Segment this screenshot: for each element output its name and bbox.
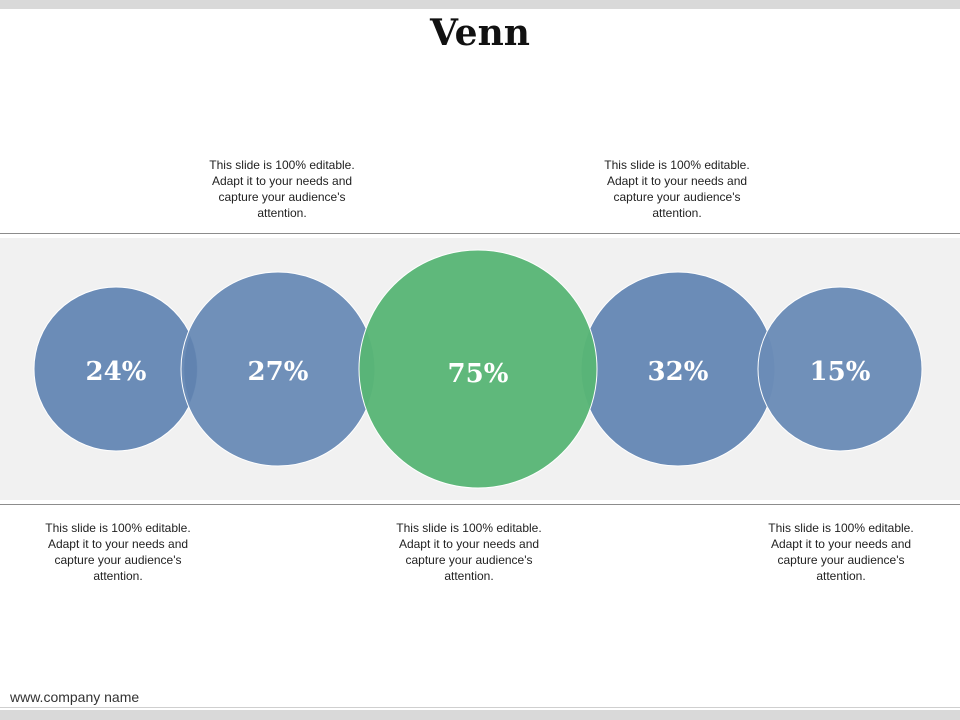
bottom-line: [0, 707, 960, 708]
note-circle-24: This slide is 100% editable. Adapt it to…: [45, 521, 191, 583]
circle-75-shape: [358, 249, 598, 489]
note-circle-32: This slide is 100% editable. Adapt it to…: [604, 158, 750, 220]
note-circle-75: This slide is 100% editable. Adapt it to…: [396, 521, 542, 583]
note-circle-15: This slide is 100% editable. Adapt it to…: [768, 521, 914, 583]
bottom-divider: [0, 504, 960, 505]
circle-75: [358, 249, 598, 489]
circle-15: [757, 286, 923, 452]
circle-15-shape: [757, 286, 923, 452]
circle-27-label: 27%: [248, 357, 309, 387]
circle-32-label: 32%: [648, 357, 709, 387]
bottom-decor-bar: [0, 710, 960, 720]
circle-15-label: 15%: [810, 357, 871, 387]
circle-75-label: 75%: [448, 359, 509, 389]
top-divider: [0, 233, 960, 234]
top-decor-bar: [0, 0, 960, 9]
slide-title: Venn: [430, 12, 530, 54]
overlap-24-27: [184, 336, 197, 402]
note-circle-27: This slide is 100% editable. Adapt it to…: [209, 158, 355, 220]
footer-url: www.company name: [10, 689, 140, 705]
circle-24-label: 24%: [86, 357, 147, 387]
